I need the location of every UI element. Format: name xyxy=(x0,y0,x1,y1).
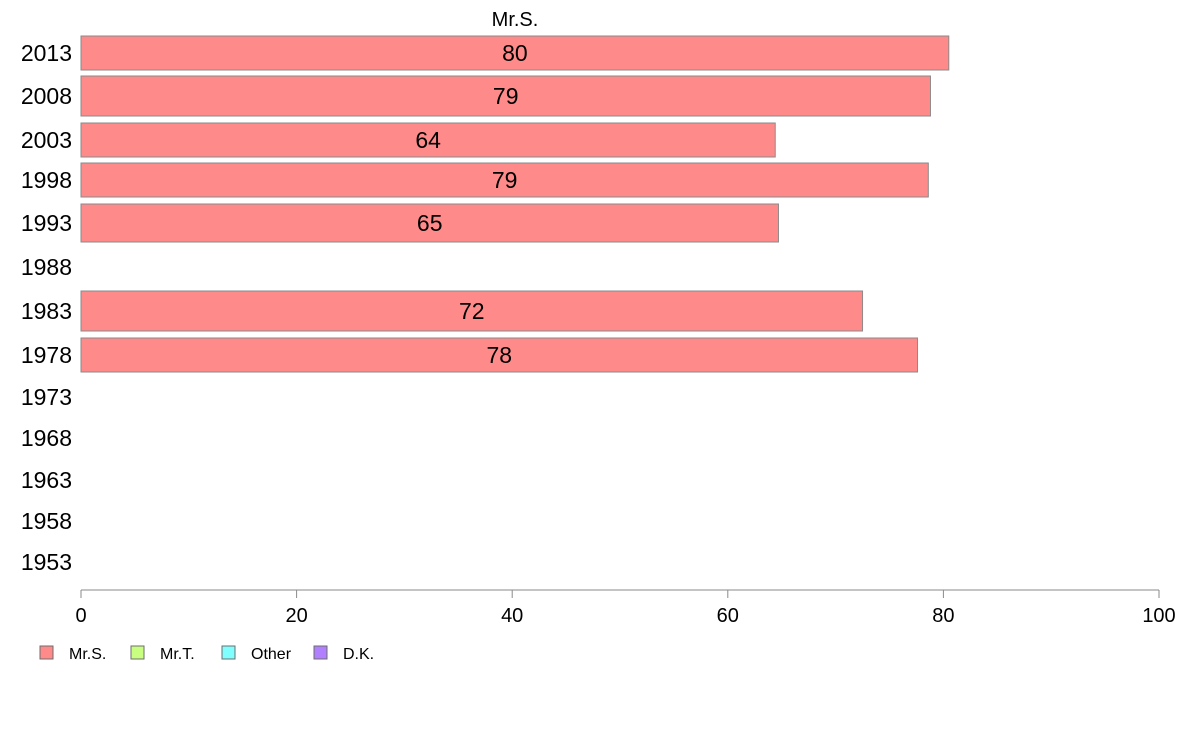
legend-label-2: Other xyxy=(251,646,292,663)
y-tick-label-1953: 1953 xyxy=(21,549,72,575)
legend-label-0: Mr.S. xyxy=(69,646,106,663)
x-tick-label-40: 40 xyxy=(501,605,523,627)
x-tick-label-60: 60 xyxy=(717,605,739,627)
y-tick-label-1993: 1993 xyxy=(21,210,72,236)
bar-1978 xyxy=(80,337,919,373)
legend: Mr.S. Mr.T. Other D.K. xyxy=(39,645,374,663)
y-tick-label-1983: 1983 xyxy=(21,298,72,324)
bar-1983 xyxy=(80,290,864,332)
x-axis: 0 20 40 60 80 100 xyxy=(75,589,1176,627)
y-axis-labels: 2013 2008 2003 1998 1993 1988 1983 1978 1973 1968… xyxy=(21,40,72,575)
y-tick-label-2003: 2003 xyxy=(21,127,72,153)
legend-swatch-3 xyxy=(313,645,328,660)
legend-swatch-0 xyxy=(39,645,54,660)
bar-2008 xyxy=(80,75,931,117)
bar-value-label-1983: 72 xyxy=(459,298,485,324)
y-tick-label-1988: 1988 xyxy=(21,254,72,280)
x-tick-label-0: 0 xyxy=(75,605,86,627)
y-tick-label-1958: 1958 xyxy=(21,508,72,534)
x-tick-label-100: 100 xyxy=(1142,605,1175,627)
y-tick-label-2013: 2013 xyxy=(21,40,72,66)
y-tick-label-2008: 2008 xyxy=(21,83,72,109)
bar-value-label-2013: 80 xyxy=(502,40,528,66)
legend-swatch-1 xyxy=(130,645,145,660)
legend-label-1: Mr.T. xyxy=(160,646,195,663)
chart-title: Mr.S. xyxy=(492,9,539,31)
bar-1993 xyxy=(80,203,779,243)
y-tick-label-1963: 1963 xyxy=(21,467,72,493)
bar-value-label-2003: 64 xyxy=(415,127,441,153)
x-tick-label-80: 80 xyxy=(932,605,954,627)
bar-2003 xyxy=(80,122,776,158)
bar-2013 xyxy=(80,35,950,71)
bar-value-label-1978: 78 xyxy=(486,342,512,368)
bar-value-label-1998: 79 xyxy=(492,167,518,193)
bar-1998 xyxy=(80,162,929,198)
x-tick-label-20: 20 xyxy=(285,605,307,627)
y-tick-label-1998: 1998 xyxy=(21,167,72,193)
bar-value-label-2008: 79 xyxy=(493,83,519,109)
y-tick-label-1978: 1978 xyxy=(21,342,72,368)
y-tick-label-1968: 1968 xyxy=(21,425,72,451)
bar-value-label-1993: 65 xyxy=(417,210,443,236)
y-tick-label-1973: 1973 xyxy=(21,384,72,410)
legend-label-3: D.K. xyxy=(343,646,374,663)
legend-swatch-2 xyxy=(221,645,236,660)
